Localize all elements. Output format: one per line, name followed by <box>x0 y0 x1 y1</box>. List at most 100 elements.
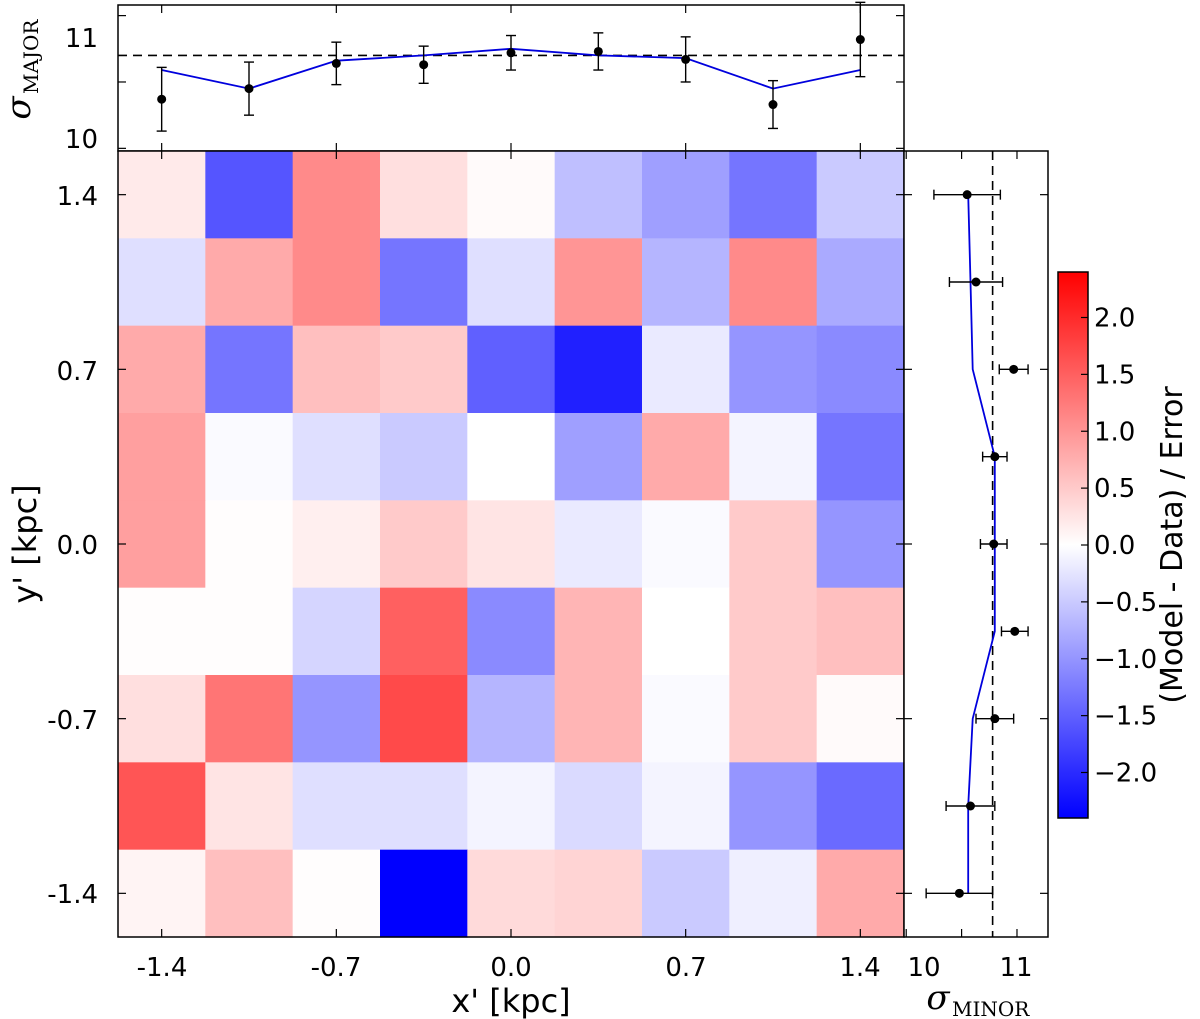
heatmap-cell <box>205 587 294 676</box>
right-panel: 10 11 σ MINOR <box>903 150 1049 1019</box>
heatmap-cell <box>467 849 556 938</box>
colorbar-tick-label: −1.5 <box>1094 702 1157 732</box>
heatmap-cell <box>380 151 468 239</box>
sigma-subscript: MAJOR <box>19 19 43 94</box>
heatmap-cell <box>292 151 381 239</box>
heatmap-cell <box>642 762 730 851</box>
right-data-point <box>1010 626 1020 636</box>
heatmap-cell <box>816 413 905 501</box>
colorbar: 2.0 1.5 1.0 0.5 0.0 −0.5 −1.0 −1.5 −2.0 (Model -… <box>1057 271 1190 819</box>
heatmap-cell <box>467 413 556 501</box>
heatmap-cell <box>554 413 643 501</box>
heatmap-cell <box>292 500 381 589</box>
heatmap-cell <box>292 849 381 938</box>
right-data-point <box>1009 364 1019 374</box>
heatmap-cell <box>467 762 556 851</box>
heatmap-cell <box>729 325 818 414</box>
heatmap-cell <box>642 587 730 676</box>
right-data-point <box>965 801 975 811</box>
right-data-point <box>971 277 981 287</box>
heatmap-cell <box>380 762 468 851</box>
y-tick-label: -0.7 <box>47 706 98 736</box>
sigma-symbol: σ <box>0 96 39 120</box>
heatmap-cell <box>380 238 468 327</box>
heatmap-cell <box>205 849 294 938</box>
colorbar-tick-label: 0.0 <box>1094 531 1135 561</box>
colorbar-tick-label: −2.0 <box>1094 759 1157 789</box>
x-tick-label: -0.7 <box>311 953 362 983</box>
y-tick-label: 0.7 <box>57 357 98 387</box>
heatmap-cell <box>467 587 556 676</box>
heatmap-cell <box>292 325 381 414</box>
heatmap-cell <box>380 849 468 938</box>
heatmap-cell <box>642 151 730 239</box>
heatmap-cell <box>380 413 468 501</box>
x-tick-label: -1.4 <box>137 953 188 983</box>
heatmap-cell <box>554 238 643 327</box>
heatmap-cell <box>816 500 905 589</box>
top-data-point <box>593 46 603 56</box>
sigma-subscript: MINOR <box>952 997 1030 1019</box>
top-data-point <box>681 54 691 64</box>
top-data-point <box>419 60 429 70</box>
x-tick-label: 1.4 <box>839 953 880 983</box>
heatmap-cell <box>554 587 643 676</box>
heatmap-cell <box>118 151 206 239</box>
heatmap-cell <box>729 762 818 851</box>
right-data-point <box>954 888 964 898</box>
heatmap-cell <box>816 675 905 763</box>
top-data-point <box>331 58 341 68</box>
right-data-point <box>962 190 972 200</box>
y-axis-title: y' [kpc] <box>6 484 44 603</box>
heatmap-cell <box>118 500 206 589</box>
heatmap-cell <box>554 325 643 414</box>
heatmap-panel: -1.4 -0.7 0.0 0.7 1.4 1.4 0.7 0.0 -0.7 -… <box>6 150 905 1019</box>
y-tick-label: 0.0 <box>57 531 98 561</box>
heatmap-cell <box>467 151 556 239</box>
top-data-point <box>157 94 167 104</box>
heatmap-cell <box>554 762 643 851</box>
x-axis-title: x' [kpc] <box>451 982 570 1019</box>
top-data-point <box>855 35 865 45</box>
heatmap-cell <box>729 500 818 589</box>
heatmap-cell <box>118 413 206 501</box>
heatmap-cell <box>205 238 294 327</box>
heatmap-cell <box>467 238 556 327</box>
heatmap-cell <box>642 325 730 414</box>
heatmap-cell <box>816 238 905 327</box>
heatmap-cell <box>816 587 905 676</box>
right-x-tick-label: 10 <box>907 953 940 983</box>
y-tick-label: -1.4 <box>47 880 98 910</box>
heatmap-cell <box>380 500 468 589</box>
heatmap-cell <box>816 849 905 938</box>
top-data-point <box>244 84 254 94</box>
heatmap-cell <box>554 675 643 763</box>
colorbar-tick-label: 2.0 <box>1094 304 1135 334</box>
heatmap-cell <box>816 762 905 851</box>
heatmap-cell <box>380 587 468 676</box>
heatmap-cell <box>292 762 381 851</box>
colorbar-label: (Model - Data) / Error <box>1155 386 1190 704</box>
top-y-axis-title: σ MAJOR <box>0 19 43 120</box>
top-data-point <box>768 100 778 110</box>
top-data-point <box>506 48 516 58</box>
right-x-tick-label: 11 <box>999 953 1032 983</box>
colorbar-tick-label: 1.0 <box>1094 417 1135 447</box>
right-data-point <box>990 714 1000 724</box>
heatmap-cell <box>118 675 206 763</box>
right-data-point <box>990 452 1000 462</box>
x-tick-label: 0.7 <box>665 953 706 983</box>
heatmap-cell <box>729 675 818 763</box>
heatmap-cell <box>292 238 381 327</box>
heatmap-cell <box>205 151 294 239</box>
heatmap-cell <box>380 325 468 414</box>
heatmap-cell <box>554 849 643 938</box>
colorbar-tick-label: −0.5 <box>1094 588 1157 618</box>
heatmap-cell <box>642 849 730 938</box>
colorbar-tick-label: −1.0 <box>1094 645 1157 675</box>
top-panel: 11 10 σ MAJOR <box>0 1 905 155</box>
heatmap-cell <box>554 151 643 239</box>
heatmap-cell <box>118 762 206 851</box>
top-y-tick-label: 10 <box>65 125 98 155</box>
heatmap-cell <box>380 675 468 763</box>
